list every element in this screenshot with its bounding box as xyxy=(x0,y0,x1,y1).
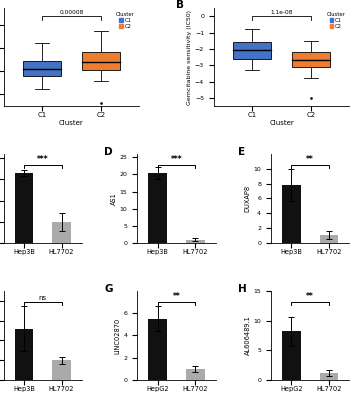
Bar xyxy=(319,373,338,380)
Text: **: ** xyxy=(306,292,314,301)
Bar xyxy=(319,235,338,243)
Text: **: ** xyxy=(306,155,314,164)
Legend: C1, C2: C1, C2 xyxy=(114,11,137,30)
Bar xyxy=(148,173,167,243)
Y-axis label: AL606489.1: AL606489.1 xyxy=(245,316,251,355)
Text: ***: *** xyxy=(171,155,182,164)
Y-axis label: LINC02870: LINC02870 xyxy=(115,317,121,354)
Bar xyxy=(52,360,71,380)
Text: ns: ns xyxy=(39,295,47,301)
Bar xyxy=(186,369,205,380)
Bar xyxy=(292,52,330,67)
Bar xyxy=(148,319,167,380)
Bar xyxy=(282,331,301,380)
Bar xyxy=(15,328,34,380)
X-axis label: Cluster: Cluster xyxy=(59,120,84,126)
Text: ***: *** xyxy=(37,155,49,164)
Text: G: G xyxy=(104,284,113,294)
Y-axis label: AS1: AS1 xyxy=(111,192,117,205)
Text: **: ** xyxy=(173,292,180,301)
Text: B: B xyxy=(176,0,184,10)
Text: H: H xyxy=(238,284,247,294)
Y-axis label: DUXAP8: DUXAP8 xyxy=(245,185,251,212)
Bar xyxy=(23,61,61,76)
Y-axis label: Gemcitabine sensitivity (IC50): Gemcitabine sensitivity (IC50) xyxy=(187,10,192,104)
Bar xyxy=(186,240,205,243)
Text: D: D xyxy=(104,147,113,157)
Bar xyxy=(52,222,71,243)
Text: 1.1e-08: 1.1e-08 xyxy=(270,10,293,15)
Bar xyxy=(282,185,301,243)
Text: E: E xyxy=(238,147,245,157)
Bar xyxy=(233,42,271,59)
X-axis label: Cluster: Cluster xyxy=(269,120,294,126)
Legend: C1, C2: C1, C2 xyxy=(325,11,347,30)
Bar xyxy=(82,52,120,70)
Bar xyxy=(15,173,34,243)
Text: 0.00008: 0.00008 xyxy=(59,10,84,15)
